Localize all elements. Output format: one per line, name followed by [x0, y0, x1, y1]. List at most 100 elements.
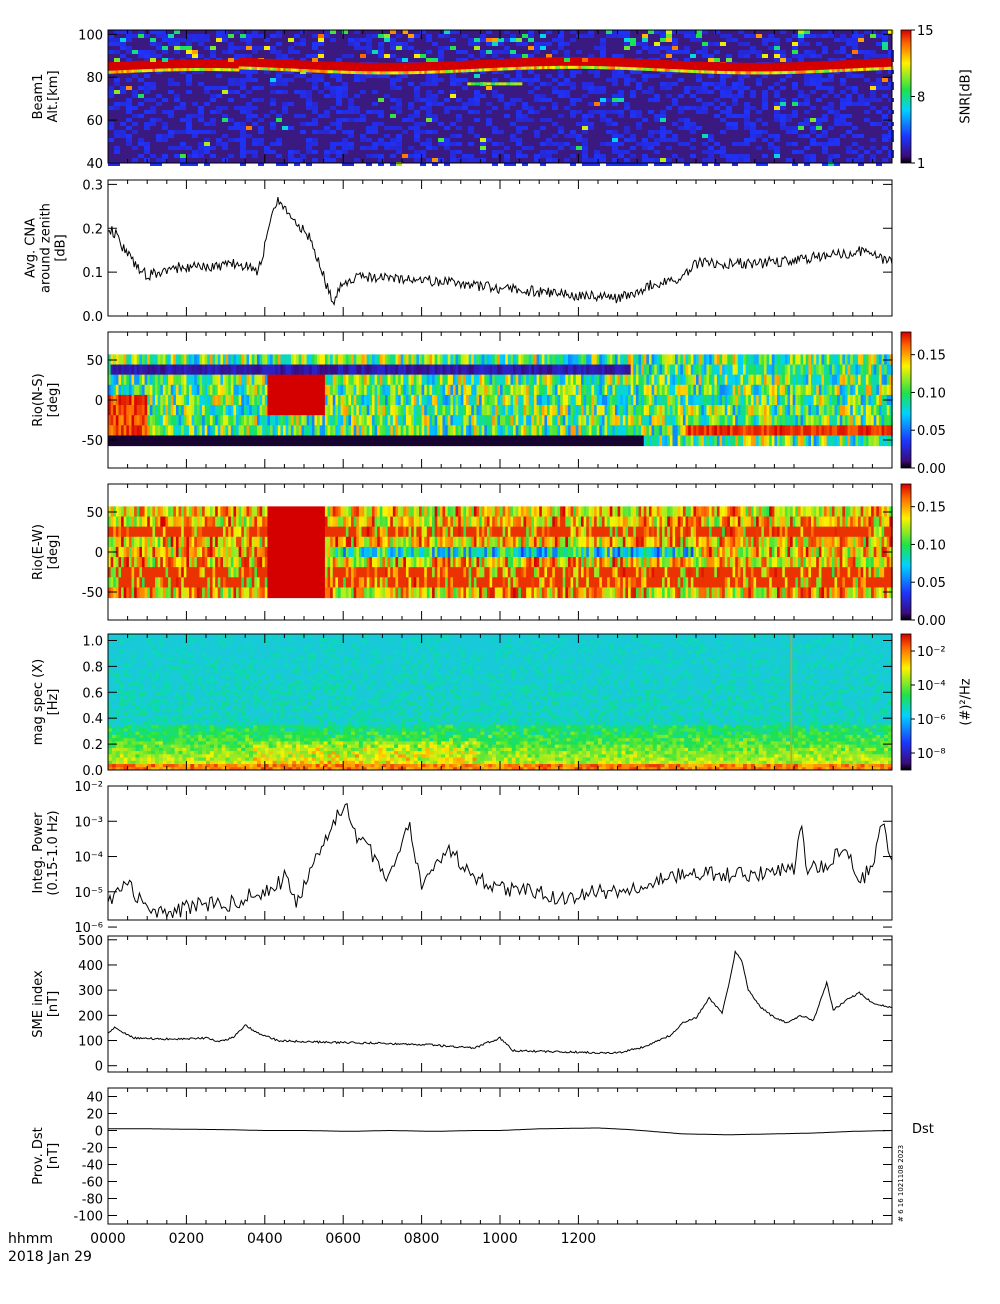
heatmap-cell: [630, 78, 636, 82]
heatmap-cell: [558, 90, 564, 94]
heatmap-cell: [810, 154, 816, 158]
heatmap-cell: [732, 114, 738, 118]
heatmap-cell: [600, 114, 606, 118]
heatmap-cell: [558, 38, 564, 42]
heatmap-cell: [504, 46, 510, 50]
heatmap-cell: [354, 158, 360, 162]
heatmap-cell: [306, 142, 312, 146]
heatmap-cell: [744, 102, 750, 106]
heatmap-cell: [720, 130, 726, 134]
heatmap-cell: [774, 114, 780, 118]
heatmap-cell: [888, 50, 894, 54]
heatmap-cell: [774, 154, 780, 158]
heatmap-cell: [288, 126, 294, 130]
heatmap-cell: [534, 50, 540, 54]
heatmap-cell: [480, 138, 486, 142]
heatmap-cell: [330, 106, 336, 110]
heatmap-cell: [606, 30, 612, 34]
heatmap-cell: [462, 78, 468, 82]
heatmap-cell: [744, 74, 750, 78]
heatmap-cell: [348, 110, 354, 114]
heatmap-cell: [600, 102, 606, 106]
heatmap-cell: [882, 134, 888, 138]
heatmap-cell: [228, 34, 234, 38]
heatmap-cell: [378, 110, 384, 114]
heatmap-cell: [240, 110, 246, 114]
heatmap-cell: [222, 38, 228, 42]
heatmap-cell: [120, 42, 126, 46]
heatmap-cell: [582, 118, 588, 122]
heatmap-cell: [486, 30, 492, 34]
heatmap-cell: [678, 158, 684, 162]
heatmap-cell: [324, 34, 330, 38]
heatmap-cell: [216, 138, 222, 142]
heatmap-cell: [708, 90, 714, 94]
heatmap-cell: [738, 154, 744, 158]
heatmap-cell: [240, 78, 246, 82]
heatmap-cell: [660, 46, 666, 50]
heatmap-cell: [888, 70, 894, 74]
heatmap-cell: [390, 106, 396, 110]
heatmap-cell: [804, 146, 810, 150]
heatmap-cell: [858, 134, 864, 138]
heatmap-cell: [450, 46, 456, 50]
heatmap-cell: [636, 82, 642, 86]
heatmap-cell: [744, 114, 750, 118]
heatmap-cell: [180, 146, 186, 150]
heatmap-cell: [264, 46, 270, 50]
heatmap-cell: [744, 138, 750, 142]
heatmap-cell: [330, 38, 336, 42]
heatmap-cell: [396, 146, 402, 150]
heatmap-cell: [834, 142, 840, 146]
heatmap-cell: [438, 90, 444, 94]
heatmap-cell: [558, 34, 564, 38]
heatmap-cell: [738, 90, 744, 94]
heatmap-cell: [276, 138, 282, 142]
heatmap-cell: [348, 102, 354, 106]
heatmap-cell: [606, 142, 612, 146]
heatmap-cell: [426, 110, 432, 114]
heatmap-cell: [708, 158, 714, 162]
heatmap-cell: [666, 94, 672, 98]
heatmap-cell: [426, 58, 432, 62]
heatmap-cell: [126, 138, 132, 142]
heatmap-cell: [696, 78, 702, 82]
heatmap-cell: [846, 86, 852, 90]
heatmap-cell: [534, 42, 540, 46]
heatmap-cell: [720, 150, 726, 154]
heatmap-cell: [882, 86, 888, 90]
heatmap-cell: [588, 34, 594, 38]
heatmap-cell: [120, 122, 126, 126]
heatmap-cell: [846, 38, 852, 42]
heatmap-cell: [186, 78, 192, 82]
heatmap-cell: [540, 46, 546, 50]
heatmap-cell: [858, 74, 864, 78]
heatmap-cell: [750, 46, 756, 50]
heatmap-cell: [450, 38, 456, 42]
heatmap-cell: [552, 158, 558, 162]
heatmap-cell: [192, 114, 198, 118]
heatmap-cell: [216, 86, 222, 90]
heatmap-cell: [858, 102, 864, 106]
heatmap-cell: [162, 58, 168, 62]
heatmap-cell: [486, 42, 492, 46]
heatmap-cell: [528, 106, 534, 110]
heatmap-cell: [888, 134, 894, 138]
heatmap-cell: [360, 90, 366, 94]
heatmap-cell: [882, 38, 888, 42]
heatmap-cell: [624, 34, 630, 38]
heatmap-cell: [606, 118, 612, 122]
heatmap-cell: [858, 38, 864, 42]
heatmap-cell: [252, 70, 258, 74]
heatmap-cell: [438, 50, 444, 54]
heatmap-cell: [480, 54, 486, 58]
heatmap-cell: [846, 146, 852, 150]
heatmap-cell: [210, 122, 216, 126]
heatmap-cell: [636, 42, 642, 46]
heatmap-cell: [576, 34, 582, 38]
heatmap-cell: [744, 110, 750, 114]
heatmap-cell: [582, 150, 588, 154]
heatmap-cell: [294, 42, 300, 46]
heatmap-cell: [174, 130, 180, 134]
heatmap-cell: [300, 74, 306, 78]
